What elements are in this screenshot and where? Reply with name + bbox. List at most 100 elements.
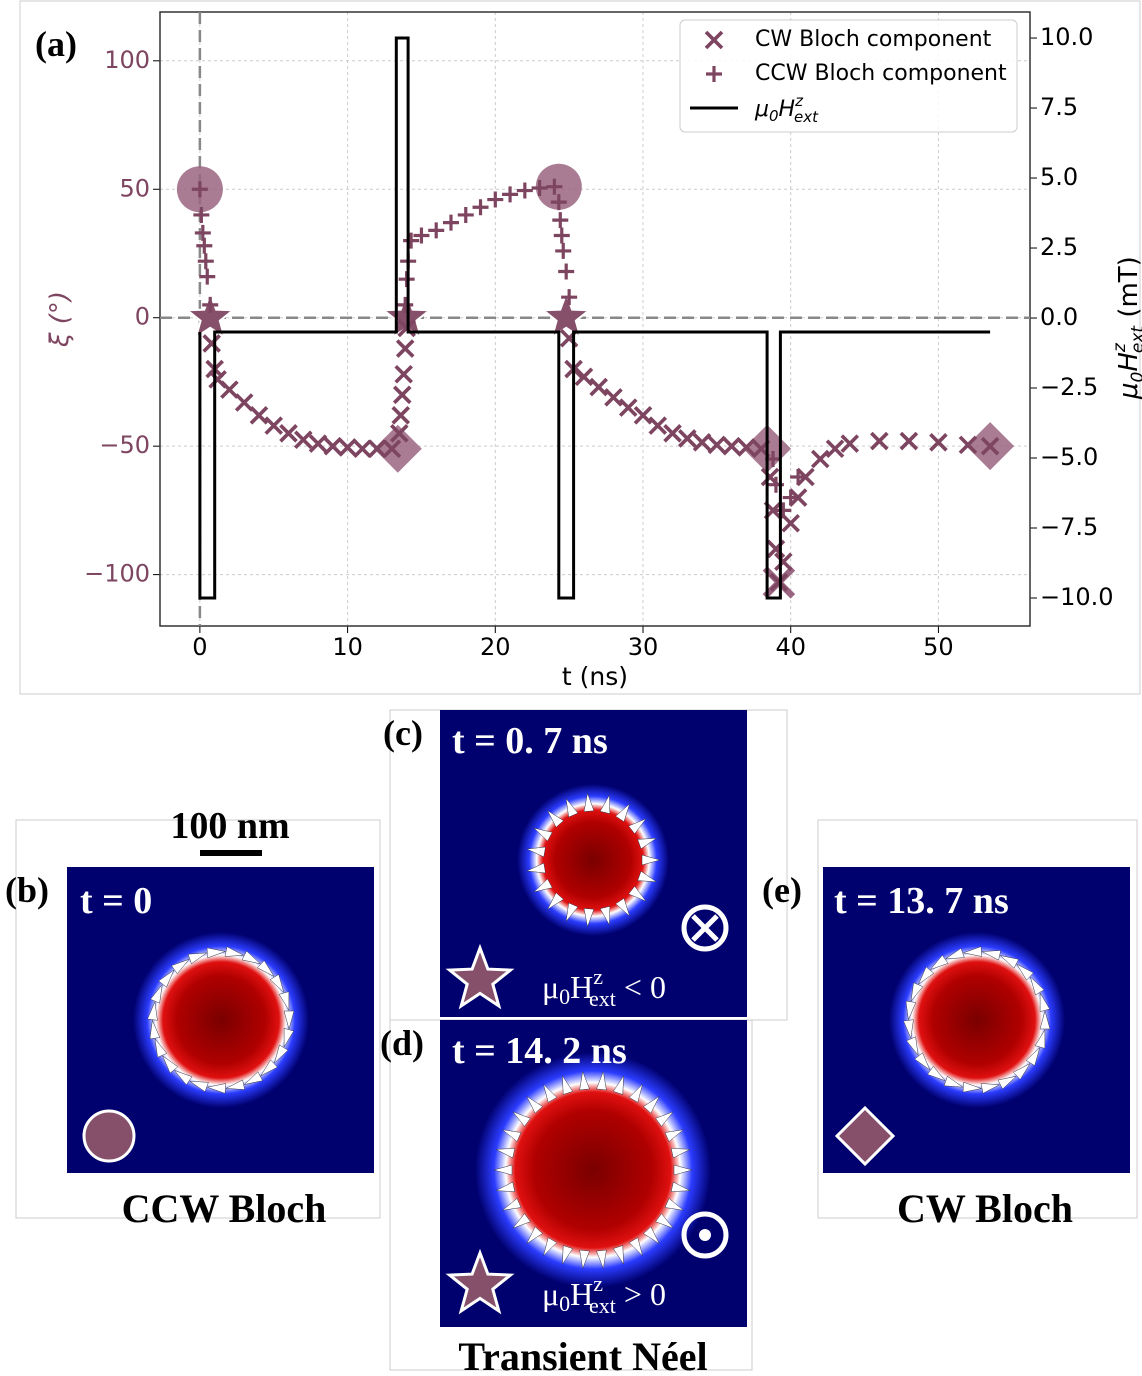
spin-arrow xyxy=(981,950,1002,961)
plus-marker xyxy=(196,237,213,254)
spin-arrow xyxy=(269,974,285,994)
scale-label: 100 nm xyxy=(170,805,289,847)
plus-marker xyxy=(516,182,533,199)
y-tick-label: 100 xyxy=(104,46,150,74)
spin-arrow xyxy=(546,892,564,910)
field-out-icon xyxy=(699,1229,711,1241)
spin-arrow xyxy=(243,1071,263,1085)
y2-tick-label: 10.0 xyxy=(1040,23,1093,51)
spin-arrow xyxy=(256,960,275,978)
panel-label: (b) xyxy=(5,870,49,910)
x-marker xyxy=(279,424,298,443)
spin-arrow xyxy=(241,950,262,965)
spin-arrow xyxy=(562,1074,574,1095)
spin-arrows xyxy=(903,946,1051,1094)
spin-arrow xyxy=(583,908,595,928)
spin-arrow xyxy=(546,810,564,828)
y2-tick-label: 5.0 xyxy=(1040,163,1078,191)
y2-axis-label-part: z xyxy=(1110,342,1130,353)
spin-arrow xyxy=(501,1197,522,1211)
legend-label-part: z xyxy=(794,92,804,110)
x-marker xyxy=(382,439,402,459)
y2-axis-label-part: (mT) xyxy=(1114,256,1142,326)
diamond-marker xyxy=(373,424,422,473)
plus-marker xyxy=(775,502,792,519)
x-axis-label: t (ns) xyxy=(562,662,628,691)
plus-marker xyxy=(546,178,563,195)
x-marker xyxy=(774,552,793,572)
spin-arrows xyxy=(525,792,661,928)
spin-arrow xyxy=(628,1237,643,1257)
x-marker xyxy=(692,433,712,452)
y2-tick-label: 2.5 xyxy=(1040,233,1078,261)
spin-arrow xyxy=(260,1059,278,1077)
x-marker xyxy=(367,439,387,459)
time-label: t = 0 xyxy=(80,880,152,922)
spin-arrow xyxy=(493,1164,513,1176)
field-out-icon xyxy=(681,1211,729,1259)
spin-arrow xyxy=(543,1237,558,1257)
spin-arrow xyxy=(583,792,595,812)
x-marker xyxy=(840,434,860,453)
panel-label: (a) xyxy=(35,24,77,64)
x-tick-label: 10 xyxy=(332,633,363,661)
spin-arrow xyxy=(641,854,661,866)
spin-arrow xyxy=(283,1027,295,1048)
spin-arrow xyxy=(596,1249,607,1270)
x-marker xyxy=(308,434,328,453)
spin-arrow xyxy=(1025,1046,1041,1066)
y2-axis-label-part: 0 xyxy=(1128,372,1142,383)
spin-arrow xyxy=(927,1065,946,1082)
spin-arrow xyxy=(565,902,579,923)
x-marker xyxy=(737,438,756,457)
plus-marker xyxy=(555,242,572,259)
plus-marker xyxy=(782,489,799,506)
spin-arrow xyxy=(962,1081,983,1093)
x-marker xyxy=(980,436,1000,456)
spin-arrow xyxy=(149,1019,161,1040)
spin-arrow xyxy=(579,1249,590,1270)
plus-marker xyxy=(191,181,208,198)
spin-arrow xyxy=(512,1213,531,1229)
panel-label: (d) xyxy=(380,1023,424,1063)
x-marker xyxy=(391,406,411,425)
x-marker xyxy=(648,416,668,435)
plus-marker xyxy=(487,191,504,208)
star-marker xyxy=(540,290,592,340)
legend-label-part: ext xyxy=(794,108,819,126)
spin-arrow xyxy=(655,1213,674,1229)
spin-arrow xyxy=(628,818,647,835)
x-marker xyxy=(870,431,889,451)
spin-arrow xyxy=(526,1226,543,1245)
y2-tick-label: 0.0 xyxy=(1040,303,1078,331)
spin-arrow xyxy=(171,958,190,975)
time-label: t = 14. 2 ns xyxy=(452,1030,627,1072)
x-marker xyxy=(394,364,414,384)
y-tick-label: −50 xyxy=(99,431,150,459)
spin-arrows xyxy=(493,1070,693,1270)
x-marker xyxy=(899,431,919,451)
spin-arrow xyxy=(905,1000,917,1021)
spin-arrow xyxy=(655,1111,674,1127)
spin-arrow xyxy=(929,954,949,971)
spin-arrow xyxy=(526,1095,543,1114)
plus-marker xyxy=(531,179,548,196)
spin-arrow xyxy=(495,1148,516,1159)
panel-frame xyxy=(19,0,1141,695)
plus-marker xyxy=(558,263,575,280)
y-axis-label: ξ (°) xyxy=(45,291,75,348)
state-circle xyxy=(82,1109,136,1163)
y2-tick-label: −7.5 xyxy=(1040,513,1098,541)
x-tick-label: 20 xyxy=(480,633,511,661)
spin-arrows xyxy=(147,946,295,1094)
spin-arrow xyxy=(664,1197,685,1211)
x-marker xyxy=(958,435,978,455)
x-tick-label: 30 xyxy=(628,633,659,661)
y2-axis-label-part: H xyxy=(1114,352,1142,372)
spin-arrow xyxy=(150,983,163,1004)
spin-arrow xyxy=(543,1083,558,1103)
spin-arrow xyxy=(1039,1010,1051,1030)
chart: 0 10 20 30 40 50 −100 −50 0 50 100 −10.0 −7.5 −5.0 −2.… xyxy=(35,11,1142,691)
x-marker xyxy=(678,429,697,448)
spin-arrow xyxy=(533,878,553,893)
